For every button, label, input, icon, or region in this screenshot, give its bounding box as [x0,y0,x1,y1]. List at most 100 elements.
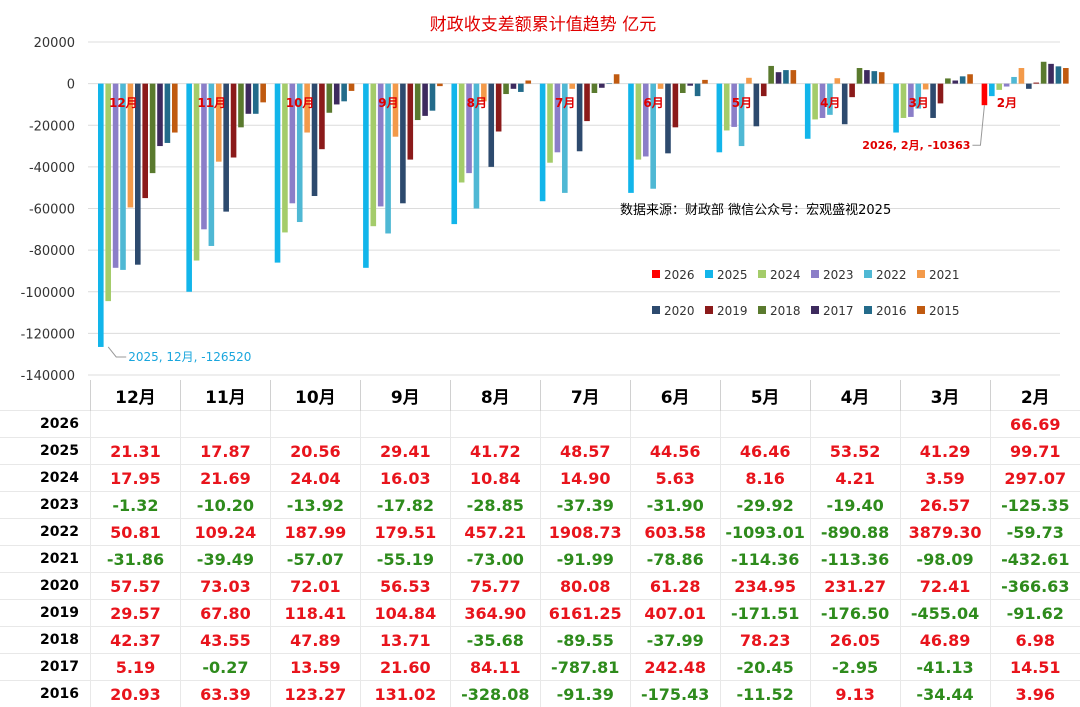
bar-2020-2月 [1026,84,1032,89]
table-cell: 80.08 [540,573,630,600]
table-cell: 66.69 [990,411,1080,438]
table-cell: 118.41 [270,600,360,627]
bar-2018-11月 [238,84,244,128]
bar-2024-5月 [724,84,730,131]
bar-2018-8月 [503,84,509,94]
bar-2025-12月 [98,84,104,347]
table-cell: 109.24 [180,519,270,546]
bar-2016-11月 [253,84,259,114]
bar-2018-4月 [857,68,863,84]
table-cell: 179.51 [360,519,450,546]
annotation-2025-dec: 2025, 12月, -126520 [128,350,251,364]
month-label: 6月 [643,96,663,110]
month-label: 3月 [908,96,928,110]
table-col-header: 6月 [630,380,720,411]
table-cell [180,411,270,438]
bar-2026-2月 [982,84,988,106]
table-cell: 43.55 [180,627,270,654]
legend-label: 2026 [664,268,695,282]
table-cell: -55.19 [360,546,450,573]
table-cell: 457.21 [450,519,540,546]
y-tick-label: 0 [67,78,75,93]
bar-2016-6月 [695,84,701,96]
table-cell: 44.56 [630,438,720,465]
bar-2016-9月 [430,84,436,111]
legend-swatch-2020 [652,306,660,314]
bar-2015-10月 [349,84,355,91]
table-cell: 78.23 [720,627,810,654]
table-cell: -11.52 [720,681,810,707]
table-cell: 6161.25 [540,600,630,627]
chart-title: 财政收支差额累计值趋势 亿元 [430,15,656,35]
bar-2017-12月 [157,84,163,146]
bar-2016-3月 [960,76,966,83]
bar-2024-6月 [636,84,642,160]
y-tick-label: -100000 [21,286,75,301]
bar-2015-7月 [614,74,620,83]
legend-swatch-2024 [758,270,766,278]
table-cell: -19.40 [810,492,900,519]
bar-2019-2月 [1033,83,1039,84]
month-label: 2月 [997,96,1017,110]
y-tick-label: -140000 [21,369,75,380]
table-cell: -432.61 [990,546,1080,573]
bar-2021-6月 [658,84,664,89]
month-label: 10月 [286,96,315,110]
bar-2021-4月 [835,78,841,83]
table-col-header: 2月 [990,380,1080,411]
table-cell: 5.19 [91,654,181,681]
table-cell: -2.95 [810,654,900,681]
bar-2017-6月 [687,84,693,86]
table-cell: 21.60 [360,654,450,681]
table-cell: -29.92 [720,492,810,519]
table-cell: 17.95 [91,465,181,492]
table-cell: 41.72 [450,438,540,465]
bar-2016-10月 [341,84,347,102]
legend-label: 2021 [929,268,960,282]
bar-2025-7月 [540,84,546,202]
table-cell: 364.90 [450,600,540,627]
legend-label: 2020 [664,304,695,318]
bar-2015-11月 [260,84,266,103]
table-cell: -91.99 [540,546,630,573]
table-cell: 297.07 [990,465,1080,492]
bar-2019-9月 [407,84,413,160]
table-cell: 14.51 [990,654,1080,681]
bar-2020-4月 [842,84,848,125]
table-corner [0,380,91,411]
legend-swatch-2016 [864,306,872,314]
bar-2023-2月 [1004,84,1010,87]
table-cell: -125.35 [990,492,1080,519]
table-cell [900,411,990,438]
table-cell: 24.04 [270,465,360,492]
table-cell: 75.77 [450,573,540,600]
table-cell: 47.89 [270,627,360,654]
bar-2020-5月 [754,84,760,127]
annotation-leader [108,347,126,357]
bar-2021-2月 [1019,68,1025,84]
bar-2022-2月 [1011,77,1017,84]
bar-2025-2月 [989,84,995,96]
table-row: 2023-1.32-10.20-13.92-17.82-28.85-37.39-… [0,492,1080,519]
table-cell: 72.01 [270,573,360,600]
bar-2016-5月 [783,70,789,84]
bar-2023-12月 [113,84,119,268]
month-label: 9月 [378,96,398,110]
bar-2023-6月 [643,84,649,157]
bar-2018-5月 [768,66,774,84]
legend-swatch-2021 [917,270,925,278]
table-cell: -37.99 [630,627,720,654]
bar-2025-8月 [451,84,457,224]
table-cell: 21.69 [180,465,270,492]
legend-swatch-2017 [811,306,819,314]
